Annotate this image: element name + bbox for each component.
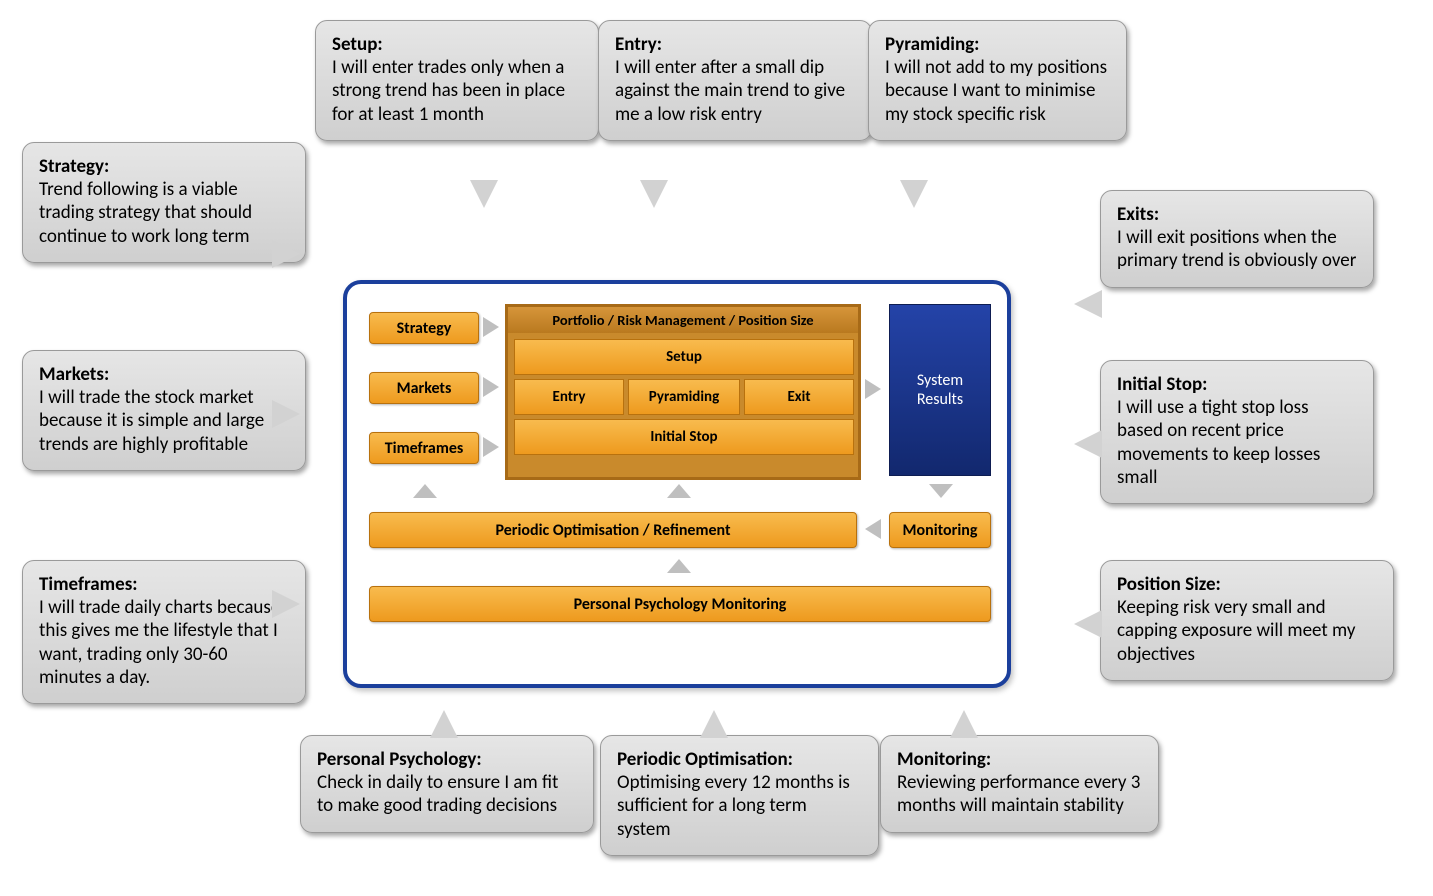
callout-tail <box>1074 430 1102 458</box>
callout-strategy: Strategy: Trend following is a viable tr… <box>22 142 306 263</box>
callout-title: Monitoring: <box>897 748 991 771</box>
system-panel: Strategy Markets Timeframes Portfolio / … <box>343 280 1011 688</box>
box-timeframes: Timeframes <box>369 432 479 464</box>
callout-tail <box>272 590 300 618</box>
callout-tail <box>900 180 928 208</box>
callout-title: Position Size: <box>1117 573 1221 596</box>
callout-tail <box>470 180 498 208</box>
box-setup: Setup <box>514 339 854 375</box>
callout-tail <box>700 710 728 738</box>
arrow-up-icon <box>667 484 691 498</box>
box-system-results: System Results <box>889 304 991 476</box>
callout-tail <box>1074 290 1102 318</box>
callout-initial-stop: Initial Stop: I will use a tight stop lo… <box>1100 360 1374 504</box>
box-exit: Exit <box>744 379 854 415</box>
callout-title: Entry: <box>615 33 662 56</box>
callout-title: Personal Psychology: <box>317 748 482 771</box>
callout-exits: Exits: I will exit positions when the pr… <box>1100 190 1374 288</box>
box-personal-psychology: Personal Psychology Monitoring <box>369 586 991 622</box>
callout-body: Optimising every 12 months is sufficient… <box>617 771 850 840</box>
callout-body: Trend following is a viable trading stra… <box>39 178 252 247</box>
callout-body: I will not add to my positions because I… <box>885 56 1107 125</box>
core-header: Portfolio / Risk Management / Position S… <box>508 307 858 333</box>
callout-tail <box>950 710 978 738</box>
callout-personal-psychology: Personal Psychology: Check in daily to e… <box>300 735 594 833</box>
callout-title: Initial Stop: <box>1117 373 1207 396</box>
callout-body: I will trade the stock market because it… <box>39 386 264 455</box>
callout-tail <box>430 710 458 738</box>
callout-body: I will trade daily charts because this g… <box>39 596 280 689</box>
callout-title: Timeframes: <box>39 573 138 596</box>
callout-body: Reviewing performance every 3 months wil… <box>897 771 1140 817</box>
callout-body: I will exit positions when the primary t… <box>1117 226 1356 272</box>
callout-title: Periodic Optimisation: <box>617 748 793 771</box>
callout-tail <box>272 400 300 428</box>
callout-monitoring: Monitoring: Reviewing performance every … <box>880 735 1159 833</box>
callout-position-size: Position Size: Keeping risk very small a… <box>1100 560 1394 681</box>
box-monitoring: Monitoring <box>889 512 991 548</box>
box-entry: Entry <box>514 379 624 415</box>
callout-timeframes: Timeframes: I will trade daily charts be… <box>22 560 306 704</box>
callout-body: I will use a tight stop loss based on re… <box>1117 396 1320 489</box>
callout-setup: Setup: I will enter trades only when a s… <box>315 20 599 141</box>
callout-tail <box>272 240 300 268</box>
arrow-up-icon <box>667 559 691 573</box>
arrow-up-icon <box>413 484 437 498</box>
core-frame: Portfolio / Risk Management / Position S… <box>505 304 861 480</box>
callout-pyramiding: Pyramiding: I will not add to my positio… <box>868 20 1127 141</box>
box-initial-stop: Initial Stop <box>514 419 854 455</box>
box-pyramiding: Pyramiding <box>628 379 740 415</box>
arrow-right-icon <box>865 379 881 399</box>
box-strategy: Strategy <box>369 312 479 344</box>
callout-periodic-optimisation: Periodic Optimisation: Optimising every … <box>600 735 879 856</box>
callout-body: I will enter after a small dip against t… <box>615 56 845 125</box>
arrow-left-icon <box>865 519 881 539</box>
callout-markets: Markets: I will trade the stock market b… <box>22 350 306 471</box>
callout-title: Strategy: <box>39 155 109 178</box>
box-periodic-optimisation: Periodic Optimisation / Refinement <box>369 512 857 548</box>
arrow-right-icon <box>483 317 499 337</box>
callout-body: Keeping risk very small and capping expo… <box>1117 596 1355 665</box>
arrow-right-icon <box>483 377 499 397</box>
arrow-right-icon <box>483 437 499 457</box>
box-markets: Markets <box>369 372 479 404</box>
callout-entry: Entry: I will enter after a small dip ag… <box>598 20 872 141</box>
arrow-down-icon <box>929 484 953 498</box>
callout-tail <box>640 180 668 208</box>
callout-body: Check in daily to ensure I am fit to mak… <box>317 771 558 817</box>
callout-tail <box>1074 610 1102 638</box>
callout-title: Pyramiding: <box>885 33 979 56</box>
callout-title: Markets: <box>39 363 109 386</box>
callout-title: Setup: <box>332 33 383 56</box>
callout-body: I will enter trades only when a strong t… <box>332 56 565 125</box>
callout-title: Exits: <box>1117 203 1159 226</box>
